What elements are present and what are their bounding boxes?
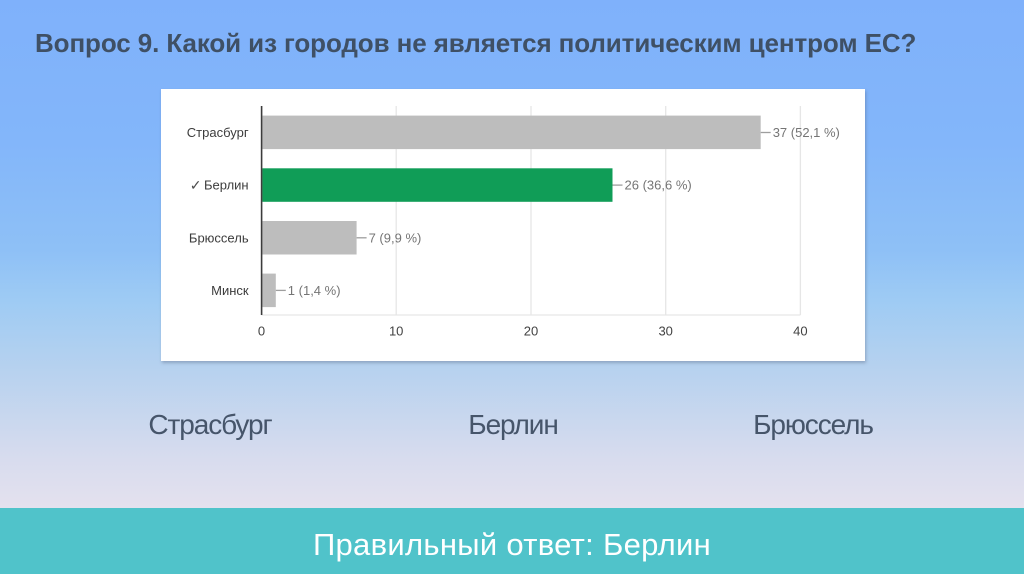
svg-text:Минск: Минск [211, 283, 249, 298]
svg-text:Берлин: Берлин [204, 178, 249, 193]
svg-text:1 (1,4 %): 1 (1,4 %) [288, 283, 341, 298]
svg-text:37 (52,1 %): 37 (52,1 %) [773, 125, 840, 140]
svg-text:7 (9,9 %): 7 (9,9 %) [369, 230, 422, 245]
svg-text:26 (36,6 %): 26 (36,6 %) [625, 178, 692, 193]
svg-text:Брюссель: Брюссель [189, 230, 249, 245]
svg-text:0: 0 [258, 324, 265, 339]
svg-text:30: 30 [658, 324, 672, 339]
svg-text:Страсбург: Страсбург [187, 125, 249, 140]
svg-text:10: 10 [389, 324, 403, 339]
svg-text:20: 20 [524, 324, 538, 339]
svg-text:40: 40 [793, 324, 807, 339]
svg-text:✓: ✓ [190, 177, 202, 193]
